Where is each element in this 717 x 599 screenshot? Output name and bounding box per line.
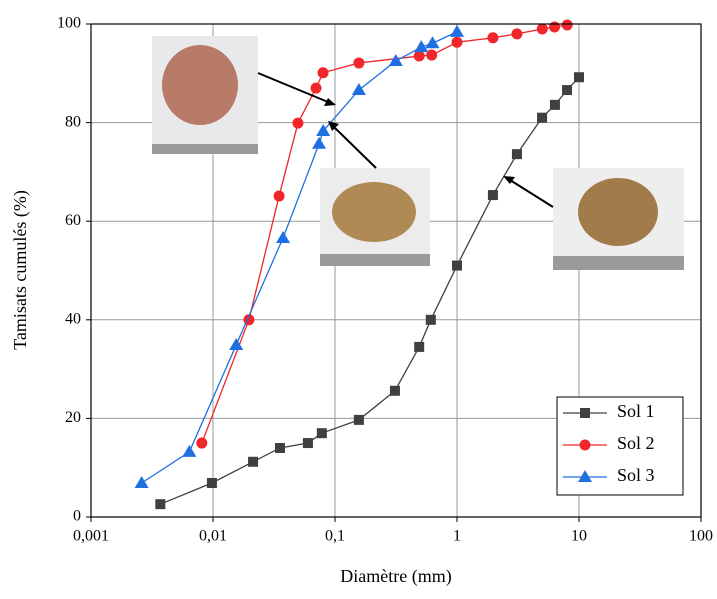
y-tick-label: 80 [65, 113, 81, 130]
x-tick-label: 10 [571, 528, 587, 545]
marker [537, 112, 548, 123]
marker [511, 149, 522, 160]
x-axis-label: Diamètre (mm) [340, 566, 451, 587]
marker [248, 456, 259, 467]
marker [450, 24, 464, 37]
marker [206, 477, 217, 488]
ruler [152, 144, 258, 154]
x-tick-label: 1 [453, 528, 461, 545]
soil-sample [162, 45, 238, 125]
marker [451, 36, 463, 48]
marker [353, 414, 364, 425]
marker [426, 49, 438, 61]
marker [353, 57, 365, 69]
marker [316, 428, 327, 439]
x-tick-label: 0,01 [199, 528, 227, 545]
marker [302, 438, 313, 449]
x-tick-label: 100 [689, 528, 713, 545]
marker [579, 439, 591, 451]
marker [292, 117, 304, 129]
marker [452, 260, 462, 271]
arrow [257, 72, 329, 103]
legend-label: Sol 1 [617, 401, 655, 421]
arrowhead [324, 98, 336, 106]
soil-sample [578, 178, 658, 246]
marker [312, 136, 327, 149]
marker [388, 53, 403, 66]
ruler [553, 256, 684, 270]
marker [351, 83, 366, 96]
photos [152, 36, 684, 270]
marker [155, 499, 166, 510]
arrowhead [328, 121, 339, 131]
legend: Sol 1 Sol 2 Sol 3 [556, 396, 684, 496]
arrowhead [503, 176, 515, 184]
y-tick-label: 20 [65, 409, 81, 426]
marker [425, 36, 440, 49]
marker [273, 190, 285, 202]
y-tick-label: 60 [65, 212, 81, 229]
marker [549, 21, 561, 33]
marker [578, 470, 592, 482]
marker [487, 190, 498, 201]
marker [536, 23, 548, 35]
marker [196, 437, 208, 449]
marker [276, 230, 291, 243]
marker [487, 32, 499, 44]
series-layer [134, 19, 584, 510]
y-tick-label: 0 [73, 508, 81, 525]
marker [414, 40, 429, 53]
x-tick-label: 0,1 [325, 528, 345, 545]
marker [389, 385, 400, 396]
arrow [509, 179, 554, 208]
marker [574, 72, 584, 83]
marker [274, 442, 285, 453]
marker [561, 19, 573, 31]
y-tick-label: 100 [57, 15, 81, 32]
marker [134, 475, 149, 488]
plot-frame [90, 23, 702, 518]
marker [414, 341, 425, 352]
marker [511, 28, 523, 40]
marker [317, 67, 329, 79]
marker [413, 50, 425, 62]
marker [425, 314, 436, 325]
marker [316, 123, 331, 136]
marker [182, 444, 197, 457]
soil-sample [332, 182, 416, 242]
legend-label: Sol 3 [617, 465, 655, 485]
y-axis-label: Tamisats cumulés (%) [10, 190, 31, 350]
x-tick-label: 0,001 [73, 528, 109, 545]
marker [562, 85, 573, 96]
y-tick-label: 40 [65, 310, 81, 327]
marker [580, 408, 590, 418]
marker [549, 99, 560, 110]
ruler [320, 254, 430, 266]
arrow [333, 126, 377, 169]
marker [229, 337, 244, 350]
marker [310, 82, 322, 94]
legend-label: Sol 2 [617, 433, 655, 453]
